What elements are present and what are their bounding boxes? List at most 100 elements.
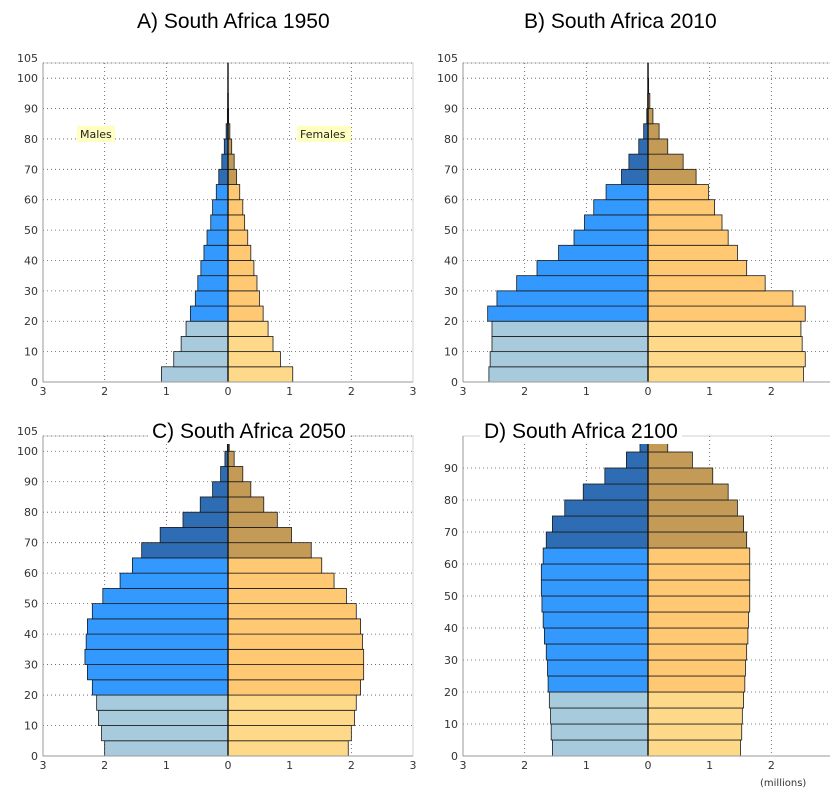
bar-female-60-64 (227, 184, 241, 201)
bar-female-60-64 (227, 557, 323, 574)
x-tick-label: 1 (286, 759, 293, 772)
y-tick-label: 70 (24, 163, 38, 176)
y-tick-label: 50 (24, 598, 38, 611)
bar-female-10-14 (647, 707, 743, 725)
bar-male-80-84 (199, 496, 229, 513)
units-label: (millions) (760, 778, 807, 789)
bar-female-80-84 (647, 123, 660, 140)
bar-female-10-14 (227, 336, 274, 353)
bar-female-20-24 (647, 305, 806, 322)
bar-male-65-69 (621, 168, 649, 185)
bar-female-70-74 (227, 153, 235, 170)
bar-male-10-14 (491, 336, 649, 353)
bar-male-45-49 (206, 229, 229, 246)
x-tick-label: 2 (348, 759, 355, 772)
bar-female-5-9 (227, 351, 281, 368)
bar-female-75-79 (227, 511, 278, 528)
bar-female-20-24 (647, 675, 746, 693)
bar-female-0-4 (647, 366, 804, 383)
bar-male-70-74 (552, 515, 649, 533)
bar-male-75-79 (638, 138, 649, 155)
bar-male-50-54 (584, 214, 649, 231)
x-tick-label: 3 (460, 385, 467, 398)
bar-female-80-84 (647, 483, 729, 501)
bar-male-40-44 (87, 618, 229, 635)
bar-female-0-4 (647, 739, 741, 757)
bar-female-55-59 (647, 199, 715, 216)
bar-female-40-44 (647, 611, 749, 629)
bar-male-20-24 (189, 305, 229, 322)
panel-c-title: C) South Africa 2050 (148, 420, 350, 444)
bar-female-55-59 (227, 572, 335, 589)
x-tick-label: 3 (460, 759, 467, 772)
bar-male-60-64 (542, 547, 649, 565)
bar-female-55-59 (227, 199, 244, 216)
bar-female-30-34 (647, 275, 766, 292)
bar-male-80-84 (582, 483, 649, 501)
bar-female-70-74 (227, 527, 292, 544)
bar-male-45-49 (541, 595, 649, 613)
bar-male-65-69 (141, 542, 229, 559)
bar-male-0-4 (552, 739, 649, 757)
bar-female-45-49 (227, 603, 357, 620)
bar-male-45-49 (91, 603, 229, 620)
bar-male-85-89 (604, 467, 649, 485)
y-tick-label: 60 (24, 567, 38, 580)
bar-female-15-19 (227, 694, 357, 711)
y-tick-label: 90 (444, 462, 458, 475)
bar-male-15-19 (96, 694, 229, 711)
legend-females-label: Females (300, 128, 346, 141)
bar-male-40-44 (203, 244, 229, 261)
bar-female-95-99 (227, 450, 235, 467)
y-tick-label: 60 (444, 194, 458, 207)
bar-female-5-9 (647, 351, 806, 368)
bar-female-85-89 (647, 108, 654, 125)
bar-male-15-19 (185, 320, 229, 337)
bar-female-40-44 (227, 244, 252, 261)
bar-male-45-49 (573, 229, 649, 246)
bar-male-55-59 (593, 199, 649, 216)
y-tick-label: 20 (24, 689, 38, 702)
bar-female-35-39 (227, 633, 363, 650)
bar-male-10-14 (550, 707, 649, 725)
y-tick-label: 0 (451, 750, 458, 763)
y-tick-label: 0 (31, 376, 38, 389)
bar-female-25-29 (647, 290, 794, 307)
bar-male-60-64 (132, 557, 229, 574)
bar-male-20-24 (91, 679, 229, 696)
bar-female-85-89 (647, 467, 714, 485)
y-tick-label: 80 (24, 506, 38, 519)
y-tick-label: 20 (24, 315, 38, 328)
bar-male-25-29 (496, 290, 649, 307)
bar-female-50-54 (647, 214, 723, 231)
bar-male-50-54 (102, 587, 229, 605)
x-tick-label: 2 (101, 759, 108, 772)
y-tick-label: 50 (444, 590, 458, 603)
bar-male-70-74 (221, 153, 229, 170)
bar-female-0-4 (227, 366, 294, 383)
bar-male-70-74 (628, 153, 649, 170)
y-tick-label: 105 (17, 52, 38, 65)
bar-male-0-4 (160, 366, 229, 383)
y-tick-label: 20 (444, 686, 458, 699)
y-tick-label: 40 (24, 254, 38, 267)
bar-female-65-69 (227, 168, 238, 185)
bar-female-50-54 (227, 214, 246, 231)
bar-male-40-44 (558, 244, 649, 261)
bar-female-75-79 (647, 138, 669, 155)
bar-male-0-4 (104, 740, 229, 757)
bar-female-45-49 (227, 229, 249, 246)
bar-male-5-9 (489, 351, 649, 368)
panel-d-title: D) South Africa 2100 (480, 420, 682, 444)
bar-female-35-39 (647, 627, 749, 645)
bar-female-70-74 (647, 153, 684, 170)
bar-male-30-34 (84, 648, 229, 665)
bar-male-50-54 (540, 579, 649, 597)
bar-male-65-69 (545, 531, 649, 549)
bar-female-0-4 (227, 740, 349, 757)
bar-female-65-69 (647, 531, 748, 549)
bar-male-90-94 (220, 466, 229, 483)
bar-male-90-94 (626, 451, 649, 469)
